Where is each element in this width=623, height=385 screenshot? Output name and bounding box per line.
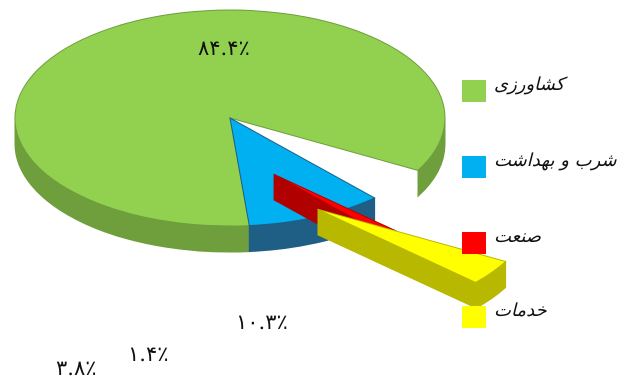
slice-label-drinking-health: ۱۰.۳٪ [236, 310, 288, 334]
legend-swatch-agriculture [462, 80, 486, 102]
legend-swatch-services [462, 306, 486, 328]
legend-label-industry: صنعت [494, 226, 542, 247]
slice-label-agriculture: ۸۴.۴٪ [198, 36, 250, 60]
legend-label-drinking-health: شرب و بهداشت [494, 150, 617, 171]
legend-label-agriculture: کشاورزی [494, 74, 565, 95]
slice-top-services [317, 208, 507, 283]
legend-swatch-industry [462, 232, 486, 254]
legend-label-services: خدمات [494, 300, 547, 321]
slice-label-services: ۳.۸٪ [56, 356, 97, 380]
legend-swatch-drinking-health [462, 156, 486, 178]
slice-label-industry: ۱.۴٪ [128, 342, 169, 366]
